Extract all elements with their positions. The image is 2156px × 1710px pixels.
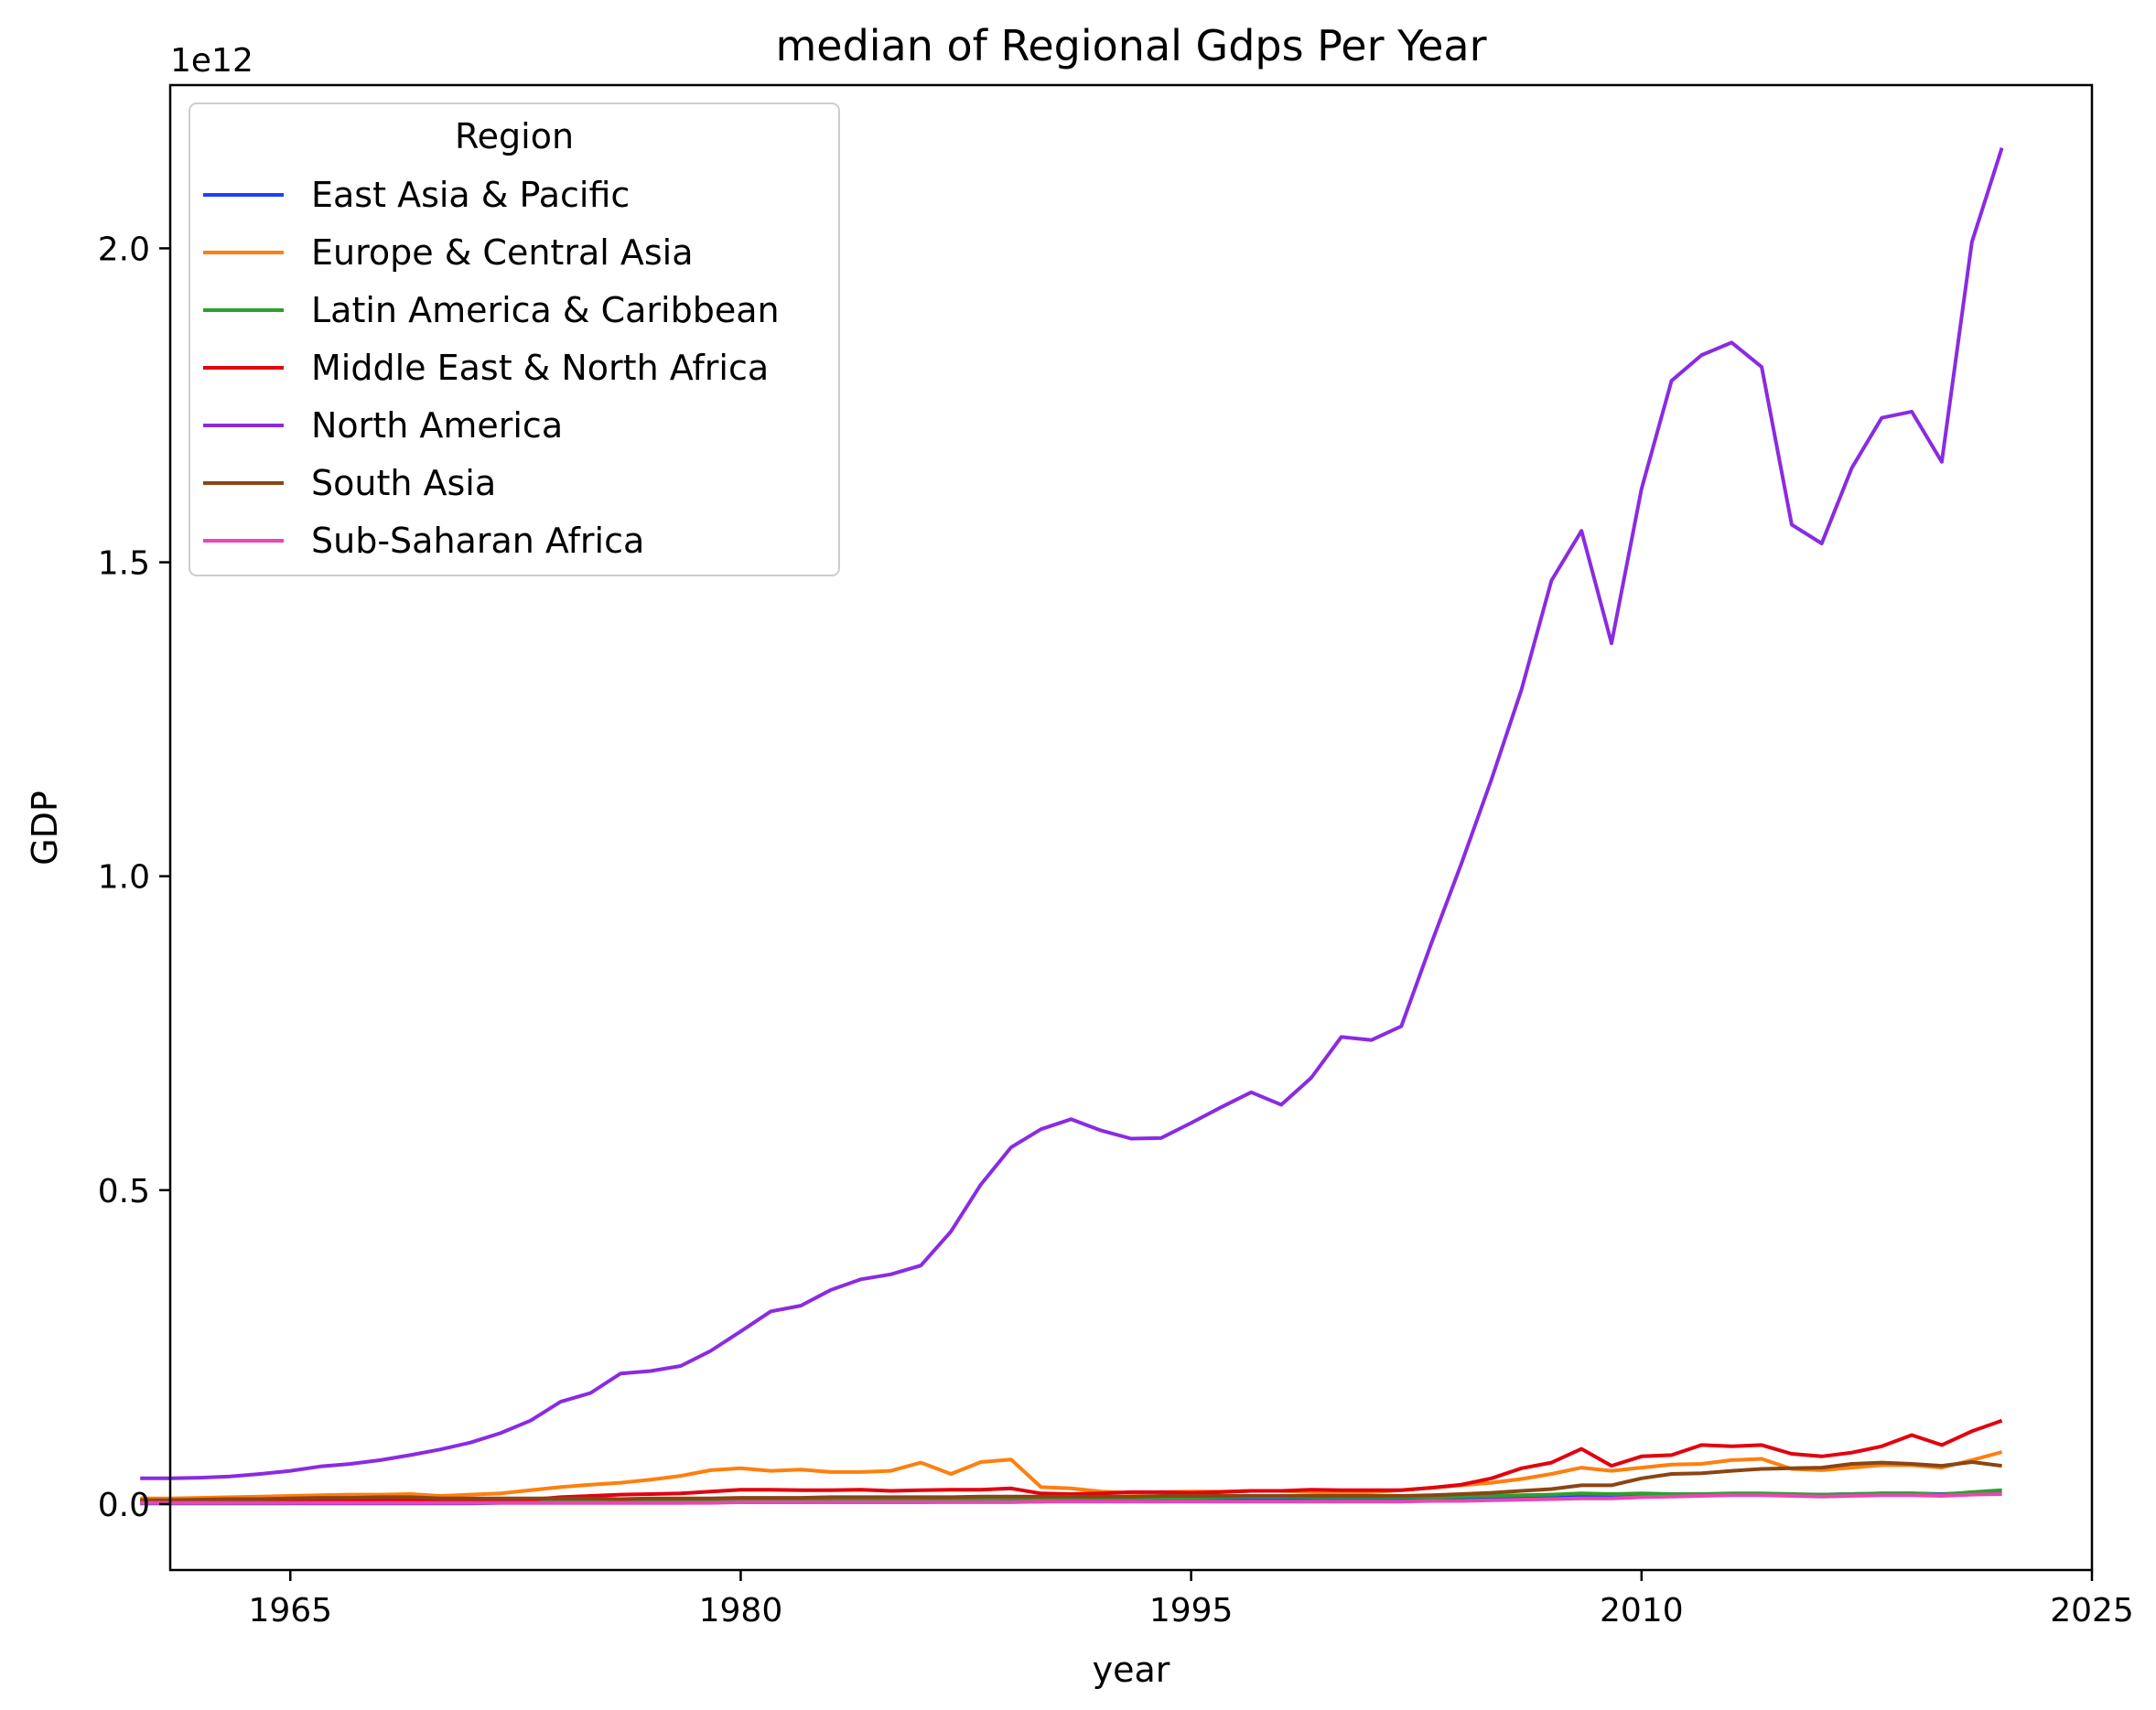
plot-frame — [168, 83, 2094, 1572]
series-layer — [140, 146, 2004, 1506]
x-axis-label: year — [1093, 1650, 1170, 1690]
y-tick-label: 0.0 — [98, 1487, 150, 1524]
legend: Region East Asia & Pacific Europe & Centr… — [189, 102, 840, 576]
series-line-5 — [140, 1460, 2002, 1502]
legend-label-4: North America — [311, 405, 563, 446]
legend-label-6: Sub-Saharan Africa — [311, 521, 644, 561]
x-tick-label: 1980 — [699, 1592, 783, 1629]
legend-title: Region — [455, 116, 574, 156]
x-tick-label: 2025 — [2050, 1592, 2134, 1629]
y-axis: 0.0 0.5 1.0 1.5 2.0 — [98, 231, 170, 1524]
y-offset-label: 1e12 — [170, 42, 253, 80]
legend-label-3: Middle East & North Africa — [311, 348, 769, 388]
x-axis: 1965 1980 1995 2010 2025 — [248, 1570, 2134, 1629]
legend-box — [189, 102, 840, 576]
series-line-6 — [140, 1492, 2002, 1505]
y-tick-label: 2.0 — [98, 231, 150, 268]
legend-label-5: South Asia — [311, 463, 496, 503]
series-line-3 — [140, 1418, 2003, 1504]
legend-entries: East Asia & Pacific Europe & Central Asia… — [203, 175, 780, 561]
legend-label-2: Latin America & Caribbean — [311, 290, 780, 330]
series-line-4 — [140, 146, 2004, 1480]
chart-title: median of Regional Gdps Per Year — [775, 21, 1486, 70]
series-line-1 — [140, 1450, 2003, 1500]
legend-label-1: Europe & Central Asia — [311, 232, 694, 273]
legend-label-0: East Asia & Pacific — [311, 175, 630, 215]
y-tick-label: 1.0 — [98, 859, 150, 897]
x-tick-label: 1965 — [248, 1592, 332, 1629]
y-tick-label: 0.5 — [98, 1173, 150, 1210]
y-tick-label: 1.5 — [98, 545, 150, 583]
x-tick-label: 1995 — [1149, 1592, 1234, 1629]
x-tick-label: 2010 — [1600, 1592, 1684, 1629]
y-axis-label: GDP — [25, 790, 65, 866]
